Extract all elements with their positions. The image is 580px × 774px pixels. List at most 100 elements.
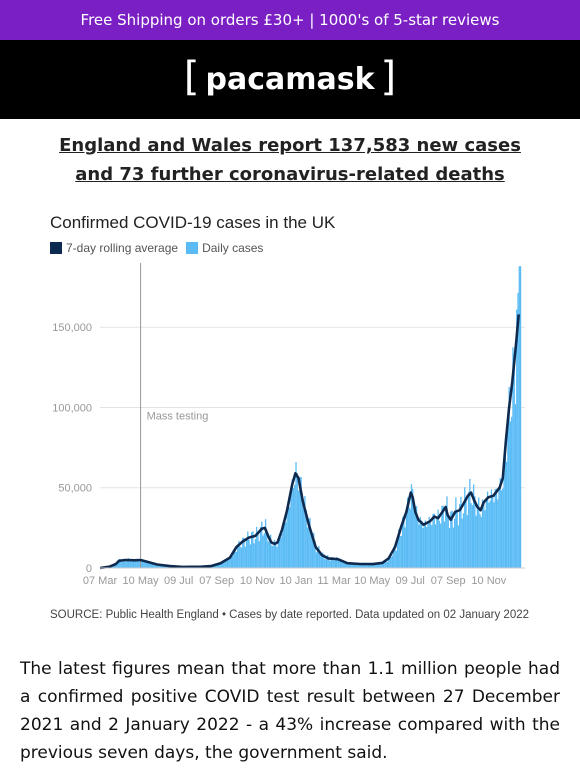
daily-bar [273, 539, 276, 568]
daily-bar [403, 515, 405, 568]
daily-bar [283, 522, 286, 568]
chart-title: Confirmed COVID-19 cases in the UK [50, 213, 336, 232]
daily-bar [512, 347, 514, 568]
daily-bar [229, 556, 231, 568]
daily-bar [342, 561, 344, 568]
daily-bar [409, 508, 411, 568]
daily-bar [256, 526, 258, 568]
daily-bar [475, 515, 477, 568]
x-tick-label: 07 Sep [431, 575, 466, 587]
daily-bar [158, 564, 160, 568]
daily-bar [504, 450, 507, 568]
daily-bar [216, 564, 219, 568]
daily-bar [160, 565, 163, 568]
daily-bar [252, 531, 254, 568]
daily-bar [500, 490, 503, 568]
daily-bar [381, 563, 383, 568]
daily-bar [372, 564, 375, 568]
daily-bar [386, 561, 389, 568]
article-headline[interactable]: England and Wales report 137,583 new cas… [59, 135, 521, 185]
daily-bar [294, 484, 296, 568]
daily-bar [365, 564, 367, 568]
daily-bar [318, 545, 320, 568]
promo-text: Free Shipping on orders £30+ | 1000's of… [80, 11, 500, 29]
daily-bar [379, 562, 381, 568]
daily-bar [445, 509, 447, 568]
daily-bar [341, 559, 343, 568]
daily-bar [464, 487, 466, 568]
daily-bar [244, 546, 246, 568]
daily-bar [413, 510, 415, 568]
daily-bar [310, 535, 312, 568]
daily-bar [164, 565, 167, 568]
daily-bar [228, 558, 230, 568]
daily-bar [214, 565, 216, 568]
daily-bar [301, 504, 304, 568]
daily-bar [431, 525, 433, 568]
daily-bar [503, 457, 505, 568]
daily-bar [393, 546, 395, 568]
daily-bar [472, 484, 475, 568]
daily-bar [292, 487, 295, 568]
daily-bar [404, 527, 406, 568]
daily-bar [334, 559, 337, 568]
daily-bar [374, 564, 376, 568]
daily-bar [225, 559, 227, 568]
daily-bar [432, 514, 434, 568]
daily-bar [398, 529, 400, 568]
pacamask-logo[interactable]: [ pacamask ] [184, 57, 396, 98]
legend-label-average: 7-day rolling average [66, 241, 179, 255]
daily-bar [159, 564, 161, 568]
x-tick-label: 10 Nov [240, 575, 275, 587]
daily-bar [451, 510, 453, 568]
legend-swatch-average [50, 242, 62, 254]
daily-bar [290, 494, 292, 568]
daily-bar [492, 496, 494, 568]
daily-bar [494, 488, 496, 568]
daily-bar [263, 533, 265, 568]
daily-bar [511, 416, 513, 568]
daily-bar [408, 506, 410, 568]
daily-bar [217, 564, 220, 568]
daily-bar [448, 527, 451, 568]
daily-bar [437, 509, 439, 568]
daily-bar [297, 490, 300, 568]
promo-banner: Free Shipping on orders £30+ | 1000's of… [0, 0, 580, 40]
daily-bar [221, 562, 224, 568]
daily-bar [380, 562, 382, 568]
daily-bar [270, 534, 272, 568]
daily-bar [212, 565, 215, 568]
daily-bar [347, 563, 349, 568]
daily-bar [323, 554, 325, 568]
daily-bar [519, 266, 522, 568]
daily-bar [424, 520, 427, 568]
daily-bar [257, 534, 259, 568]
daily-bar [282, 522, 284, 568]
daily-bar [377, 564, 380, 568]
daily-bar [471, 505, 474, 568]
daily-bar [329, 560, 331, 568]
daily-bar [456, 512, 458, 568]
daily-bar [513, 354, 515, 568]
chart-legend: 7-day rolling average Daily cases [50, 241, 263, 255]
daily-bar [308, 518, 310, 568]
daily-bar [357, 563, 359, 568]
daily-bar [314, 540, 316, 568]
legend-swatch-daily [186, 242, 199, 254]
daily-bar [517, 292, 519, 568]
daily-bar [328, 558, 330, 568]
daily-bar [281, 533, 283, 568]
daily-bar [433, 513, 435, 568]
daily-bar [154, 563, 156, 568]
chart-plot: 0 50,000 100,000 150,000 Mass testing 07 Mar 1… [52, 263, 525, 587]
daily-bar [243, 537, 245, 568]
daily-bar [305, 509, 307, 568]
daily-bar [447, 518, 449, 568]
daily-bar [150, 562, 153, 568]
legend-item-daily: Daily cases [186, 241, 263, 255]
daily-bar [338, 561, 340, 568]
x-tick-label: 09 Jul [164, 575, 193, 587]
daily-bar [224, 560, 226, 568]
daily-bar [313, 532, 315, 568]
daily-bar [332, 557, 334, 568]
